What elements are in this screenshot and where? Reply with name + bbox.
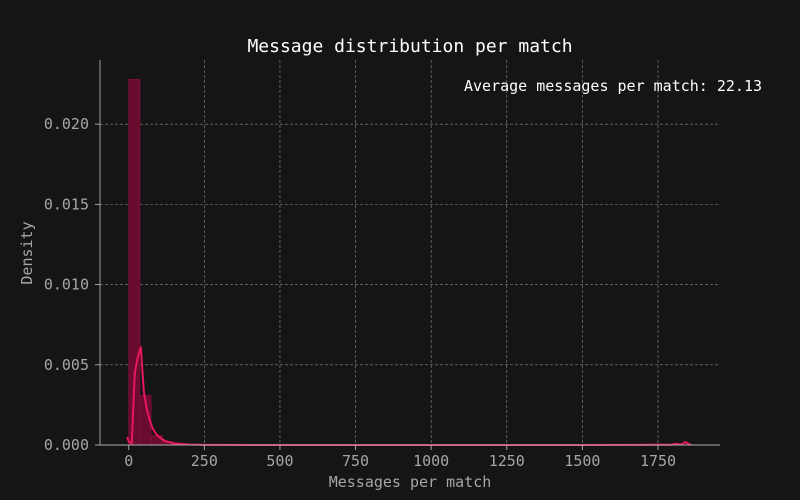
y-tick-label-0: 0.000 [44, 436, 89, 454]
x-tick-label-2: 500 [266, 452, 293, 470]
x-tick-label-5: 1250 [489, 452, 525, 470]
x-tick-label-6: 1500 [564, 452, 600, 470]
y-tick-label-4: 0.020 [44, 115, 89, 133]
chart-title: Message distribution per match [247, 36, 572, 57]
axes [99, 60, 720, 446]
x-ticks: 0 250 500 750 1000 1250 1500 1750 [124, 445, 676, 470]
kde-curve [126, 346, 692, 446]
average-annotation: Average messages per match: 22.13 [464, 77, 762, 95]
histogram-bars [128, 78, 197, 446]
y-axis-label: Density [18, 221, 36, 284]
kde-line [126, 346, 692, 446]
x-tick-label-4: 1000 [413, 452, 449, 470]
histogram-bar-2 [150, 435, 163, 446]
y-ticks: 0.000 0.005 0.010 0.015 0.020 [44, 115, 100, 454]
grid [100, 60, 720, 445]
x-axis-label: Messages per match [329, 473, 492, 491]
y-tick-label-3: 0.015 [44, 195, 89, 213]
y-tick-label-1: 0.005 [44, 356, 89, 374]
x-tick-label-1: 250 [191, 452, 218, 470]
x-tick-label-7: 1750 [640, 452, 676, 470]
x-tick-label-3: 750 [342, 452, 369, 470]
y-tick-label-2: 0.010 [44, 276, 89, 294]
x-tick-label-0: 0 [124, 452, 133, 470]
